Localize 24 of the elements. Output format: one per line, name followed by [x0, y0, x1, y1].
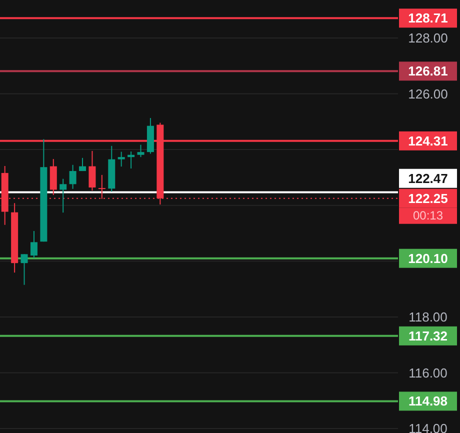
y-tick-label: 116.00 — [408, 365, 448, 380]
candlestick — [50, 158, 57, 196]
y-tick-label: 114.00 — [408, 421, 448, 433]
ref-line-label: 126.81 — [408, 64, 448, 79]
ref-line-label: 128.71 — [408, 10, 448, 26]
candlestick — [20, 254, 28, 286]
candlestick — [69, 164, 76, 190]
ref-line-label: 122.25 — [408, 190, 448, 206]
candlestick — [30, 230, 38, 259]
y-tick-label: 128.00 — [408, 30, 448, 46]
candlestick — [137, 144, 144, 158]
text: 00:13 — [412, 208, 444, 223]
candlestick — [88, 150, 96, 192]
candlestick — [79, 157, 86, 172]
y-tick-label: 118.00 — [408, 309, 448, 324]
ref-line-label: 117.32 — [408, 328, 448, 344]
y-tick-label: 126.00 — [408, 86, 448, 102]
ref-line-label: 124.31 — [408, 133, 448, 148]
ref-line-label: 114.98 — [408, 394, 448, 409]
candlestick — [118, 151, 125, 168]
ref-line-label: 122.47 — [408, 170, 448, 186]
candlestick — [128, 150, 135, 170]
candlestick — [60, 178, 67, 214]
ref-line-label: 120.10 — [408, 250, 448, 266]
